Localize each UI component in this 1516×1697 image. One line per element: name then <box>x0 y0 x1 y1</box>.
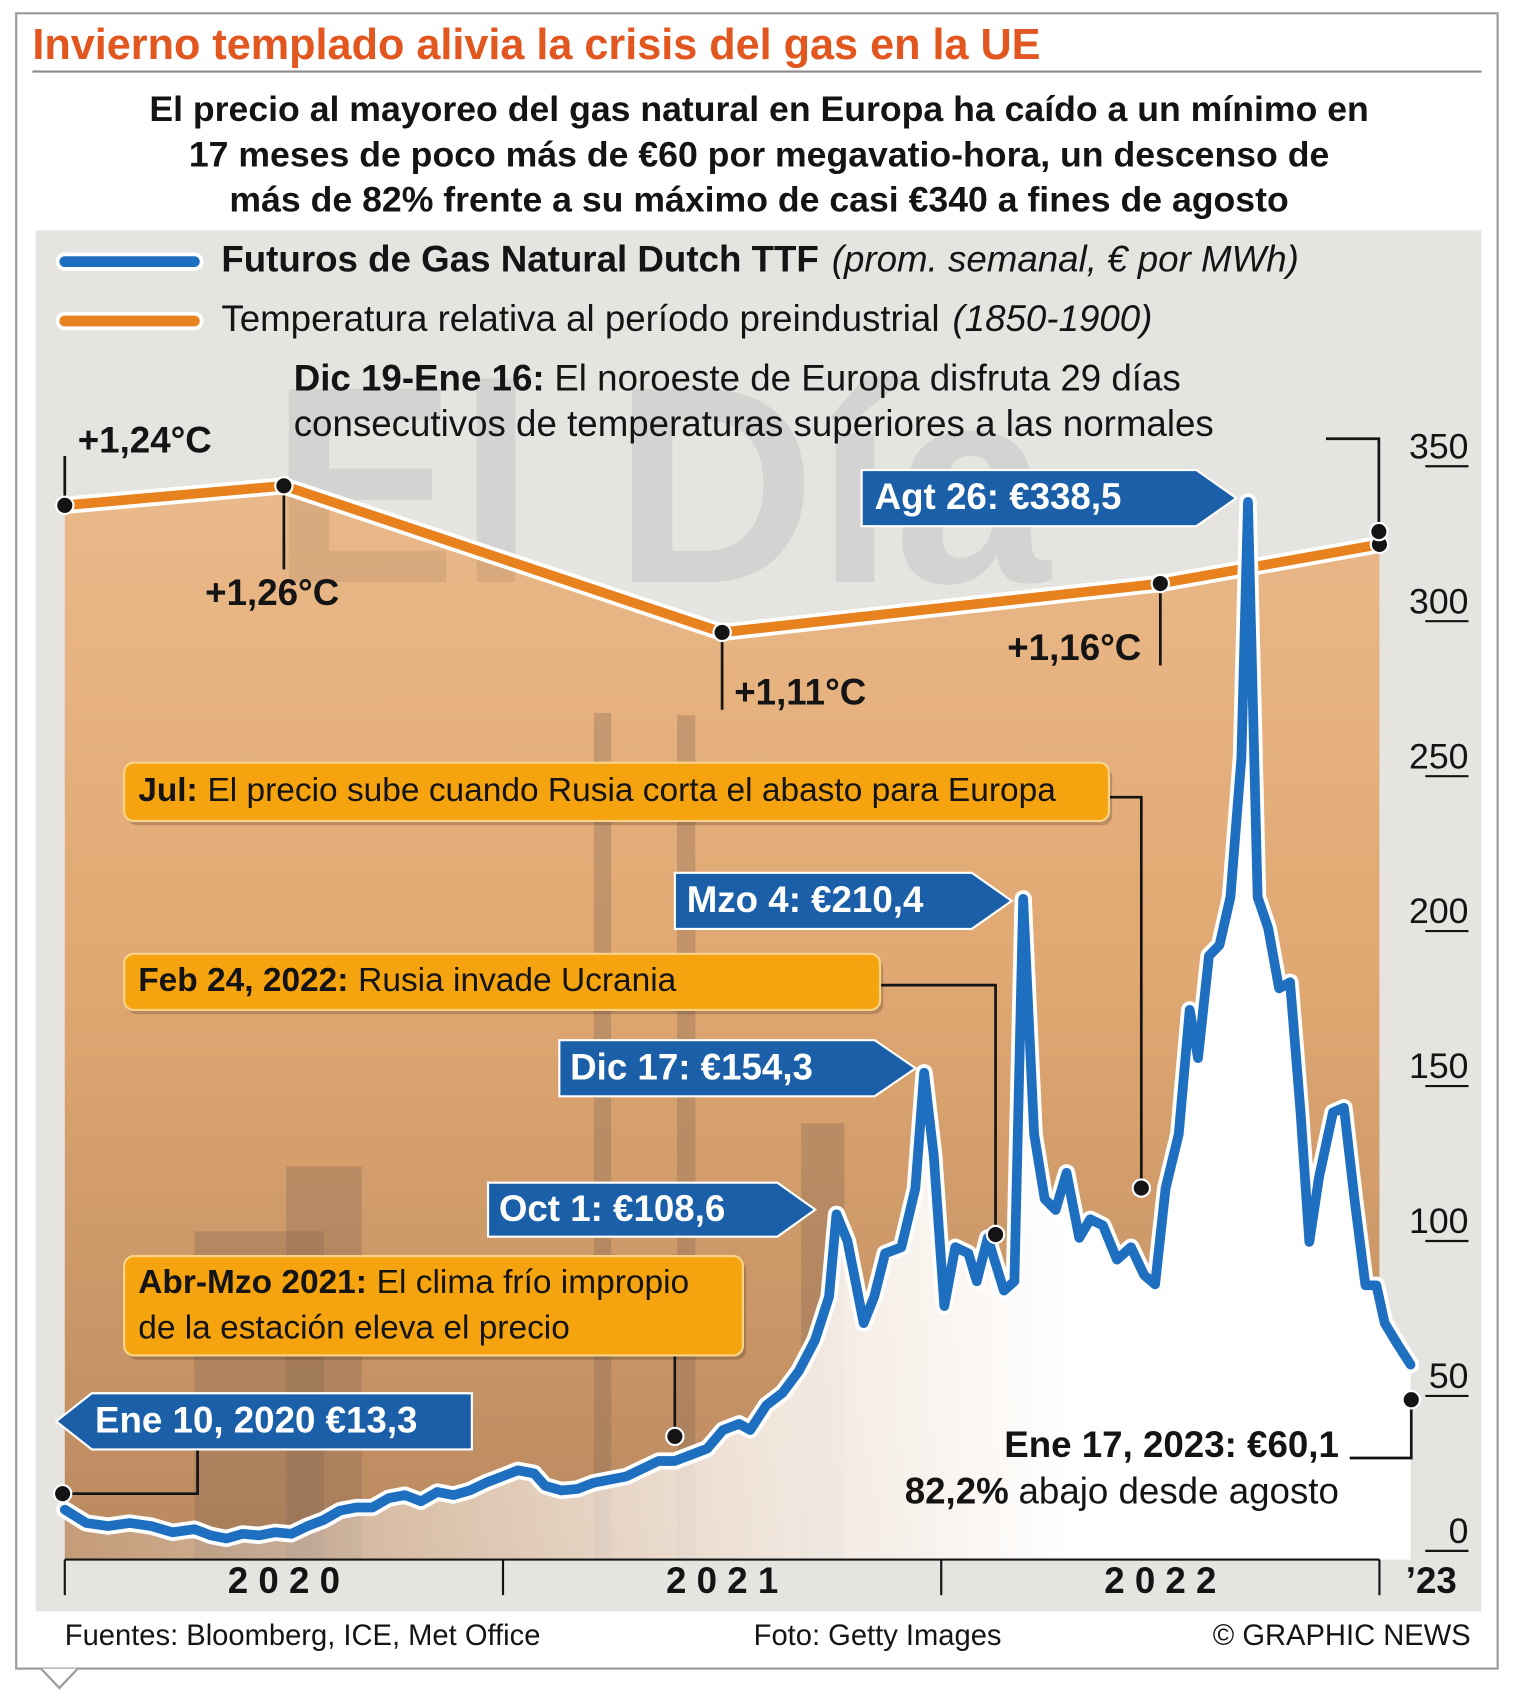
leader-line <box>1349 1399 1413 1460</box>
y-tick-label: 250 <box>1409 736 1468 776</box>
annotation-segment: Jul: <box>138 772 198 809</box>
annotation-text: 82,2% abajo desde agosto <box>905 1470 1339 1511</box>
annotation-text: consecutivos de temperaturas superiores … <box>294 402 1214 443</box>
y-tick-label: 100 <box>1409 1201 1468 1241</box>
annotation-text: Dic 19-Ene 16: El noroeste de Europa disf… <box>294 357 1181 398</box>
series-line <box>59 497 1416 1544</box>
annotation-text: Jul: El precio sube cuando Rusia corta el… <box>138 772 1056 809</box>
annotation-text: de la estación eleva el precio <box>138 1309 570 1346</box>
annotation-text: Mzo 4: €210,4 <box>687 879 924 920</box>
x-tick-label: 2 0 2 2 <box>1104 1560 1216 1601</box>
callout-arrow <box>486 1181 818 1238</box>
y-tick-label: 300 <box>1409 581 1468 621</box>
temp-point <box>274 476 294 496</box>
callout-arrow <box>673 871 1014 931</box>
annotation-segment: Feb 24, 2022: <box>138 962 348 999</box>
annotation-text: Feb 24, 2022: Rusia invade Ucrania <box>138 962 676 999</box>
annotation-segment: Ene 10, 2020 €13,3 <box>95 1399 417 1440</box>
temp-point <box>1150 573 1171 594</box>
annotation-segment: Agt 26: €338,5 <box>875 476 1122 517</box>
annotation-segment: de la estación eleva el precio <box>138 1309 570 1346</box>
leader-dot <box>1401 1390 1421 1410</box>
annotation-segment: El clima frío impropio <box>377 1264 689 1301</box>
x-tick-label: 2 0 2 1 <box>666 1560 778 1601</box>
callout-box <box>123 952 882 1012</box>
leader-dot <box>985 1224 1006 1245</box>
gas-under-area <box>64 501 1411 1560</box>
leader-line <box>1108 795 1143 1189</box>
temp-point <box>55 495 75 516</box>
annotation-segment: abajo desde agosto <box>1019 1470 1339 1511</box>
annotation-segment: Dic 19-Ene 16: <box>294 357 545 398</box>
footer-photo: Foto: Getty Images <box>754 1620 1002 1652</box>
legend-name: Futuros de Gas Natural Dutch TTF <box>221 238 818 279</box>
subtitle: El precio al mayoreo del gas natural en … <box>149 89 1368 129</box>
y-tick-label: 0 <box>1449 1511 1469 1551</box>
leader-line <box>1325 437 1381 532</box>
y-tick-label: 150 <box>1409 1046 1468 1086</box>
leader-dot <box>52 1483 73 1504</box>
subtitle: más de 82% frente a su máximo de casi €3… <box>229 180 1288 220</box>
leader-line <box>62 1449 199 1496</box>
annotation-segment: Dic 17: €154,3 <box>570 1046 813 1087</box>
leader-dot <box>665 1426 685 1447</box>
y-tick-label: 350 <box>1409 426 1468 466</box>
annotation-text: Abr-Mzo 2021: El clima frío impropio <box>138 1264 689 1301</box>
footer-source: Fuentes: Bloomberg, ICE, Met Office <box>65 1620 541 1652</box>
legend-entry: Futuros de Gas Natural Dutch TTF (prom. s… <box>221 238 1299 279</box>
annotation-segment: Ene 17, 2023: €60,1 <box>1004 1424 1339 1465</box>
annotation-text: Oct 1: €108,6 <box>499 1187 725 1228</box>
temp-value-label: +1,11°C <box>734 671 866 712</box>
subtitle: 17 meses de poco más de €60 por megavati… <box>189 134 1329 174</box>
chart-title: Invierno templado alivia la crisis del g… <box>32 21 1040 69</box>
footer-credit: © GRAPHIC NEWS <box>1213 1620 1471 1652</box>
leader-dot <box>1131 1178 1152 1198</box>
callout-box <box>123 761 1111 823</box>
temp-value-label: +1,26°C <box>205 572 339 613</box>
annotation-text: Ene 17, 2023: €60,1 <box>1004 1424 1339 1465</box>
annotation-text: Agt 26: €338,5 <box>875 476 1122 517</box>
callout-arrow <box>54 1392 473 1451</box>
temp-value-label: +1,16°C <box>1007 627 1141 668</box>
annotation-text: Dic 17: €154,3 <box>570 1046 813 1087</box>
temp-value-label: +1,24°C <box>78 420 212 461</box>
callout-box <box>123 1255 744 1357</box>
y-tick-label: 50 <box>1429 1356 1469 1396</box>
annotation-segment: consecutivos de temperaturas superiores … <box>294 402 1214 443</box>
legend-note: (1850-1900) <box>952 298 1152 339</box>
x-tick-label: 2 0 2 0 <box>228 1560 340 1601</box>
smokestack <box>593 712 612 1560</box>
leader-line <box>880 983 997 1235</box>
callout-arrow <box>860 468 1239 528</box>
annotation-text: Ene 10, 2020 €13,3 <box>95 1399 417 1440</box>
annotation-segment: Rusia invade Ucrania <box>358 962 677 999</box>
temp-point <box>712 622 732 643</box>
annotation-segment: El noroeste de Europa disfruta 29 días <box>554 357 1180 398</box>
x-tick-label: ’23 <box>1406 1560 1457 1601</box>
annotation-segment: Abr-Mzo 2021: <box>138 1264 367 1301</box>
annotation-segment: El precio sube cuando Rusia corta el aba… <box>207 772 1056 809</box>
y-tick-label: 200 <box>1409 891 1468 931</box>
leader-dot <box>1369 521 1389 542</box>
annotation-segment: 82,2% <box>905 1470 1009 1511</box>
legend-entry: Temperatura relativa al período preindus… <box>221 298 1152 339</box>
legend-name: Temperatura relativa al período preindus… <box>221 298 939 339</box>
annotation-segment: Oct 1: €108,6 <box>499 1187 725 1228</box>
annotation-segment: Mzo 4: €210,4 <box>687 879 924 920</box>
smokestack <box>286 1166 362 1560</box>
legend-note: (prom. semanal, € por MWh) <box>832 238 1299 279</box>
callout-arrow <box>558 1039 918 1098</box>
frame-notch <box>40 1667 79 1690</box>
